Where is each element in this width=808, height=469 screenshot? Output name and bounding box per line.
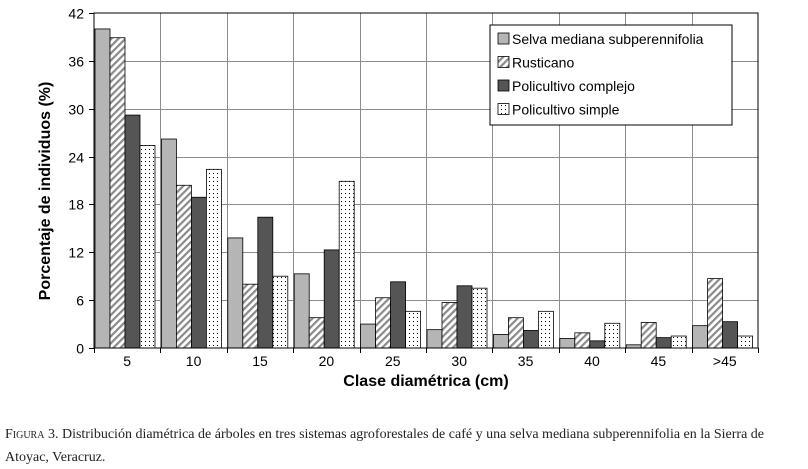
bar [272, 275, 289, 349]
bar [109, 37, 126, 349]
bar [655, 337, 672, 349]
bar [139, 145, 156, 349]
bars [94, 28, 753, 349]
bar [293, 273, 310, 349]
bar [670, 335, 687, 349]
bar [737, 335, 753, 349]
y-tick-label: 30 [68, 102, 84, 118]
figure-caption: Figura 3. Distribución diamétrica de árb… [5, 423, 801, 469]
bar [559, 338, 576, 349]
bar [640, 322, 657, 349]
bar [722, 321, 738, 349]
legend: Selva mediana subperennifolia Rusticano Po… [489, 24, 733, 126]
bar [471, 287, 488, 349]
x-tick-label: 20 [319, 353, 335, 369]
x-tick-label: 35 [518, 353, 534, 369]
bar [323, 249, 340, 349]
bar [227, 237, 244, 349]
bar [441, 302, 458, 349]
axes: 0 6 12 18 24 30 36 42 5 10 15 20 25 30 35 40 45 >45 [68, 6, 759, 369]
x-tick-label: 30 [451, 353, 467, 369]
bar [589, 340, 606, 349]
legend-box [489, 24, 733, 126]
x-tick-label: 40 [584, 353, 600, 369]
bar [426, 329, 443, 349]
bar [94, 28, 111, 349]
x-tick-label: 10 [186, 353, 202, 369]
bar [257, 216, 274, 349]
legend-label: Rusticano [512, 55, 574, 71]
y-tick-label: 24 [68, 150, 84, 166]
bar [390, 281, 407, 349]
bar [338, 180, 355, 349]
legend-label: Policultivo simple [512, 102, 620, 118]
x-tick-label: 45 [651, 353, 667, 369]
bar [190, 196, 207, 349]
y-tick-label: 42 [68, 6, 84, 22]
x-tick-label: >45 [713, 353, 737, 369]
bar [492, 334, 509, 349]
bar [456, 285, 473, 349]
bar [405, 310, 422, 349]
x-tick-label: 25 [385, 353, 401, 369]
bar [538, 310, 554, 349]
bar [160, 138, 177, 349]
bar [604, 322, 621, 349]
y-tick-label: 6 [76, 293, 84, 309]
bar [523, 330, 539, 349]
bar [375, 297, 392, 349]
legend-swatch [497, 103, 510, 115]
figure-caption-text: Distribución diamétrica de árboles en tr… [5, 427, 765, 465]
legend-swatch [497, 56, 510, 68]
bar [692, 325, 708, 349]
bar [242, 283, 259, 349]
x-tick-label: 15 [252, 353, 268, 369]
x-axis-title: Clase diamétrica (cm) [343, 373, 508, 390]
legend-label: Policultivo complejo [512, 78, 635, 94]
legend-swatch [497, 79, 510, 92]
bar [507, 317, 524, 349]
bar [308, 317, 325, 349]
figure-caption-lead: Figura 3. [5, 427, 59, 442]
bar-chart: 0 6 12 18 24 30 36 42 5 10 15 20 25 30 35 40 45 >45 Porce… [37, 6, 759, 390]
legend-swatch [497, 32, 510, 45]
y-tick-label: 0 [76, 341, 84, 357]
y-tick-label: 18 [68, 197, 84, 213]
bar [175, 184, 192, 349]
bar [124, 114, 141, 349]
y-axis-title: Porcentaje de individuos (%) [37, 82, 54, 301]
bar [205, 168, 222, 349]
x-tick-label: 5 [123, 353, 131, 369]
bar [360, 323, 377, 349]
bar [707, 278, 723, 349]
bar [574, 332, 591, 349]
y-tick-label: 36 [68, 54, 84, 70]
y-tick-label: 12 [68, 245, 84, 261]
legend-label: Selva mediana subperennifolia [512, 31, 704, 47]
